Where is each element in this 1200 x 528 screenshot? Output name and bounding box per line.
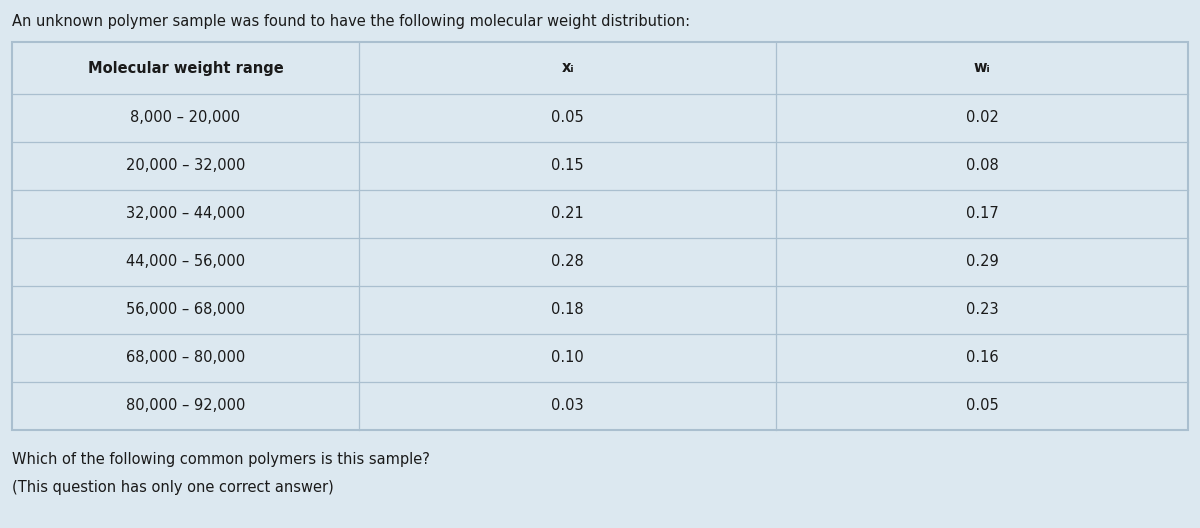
Text: Which of the following common polymers is this sample?: Which of the following common polymers i… — [12, 452, 430, 467]
Text: 0.21: 0.21 — [551, 206, 584, 222]
Text: (This question has only one correct answer): (This question has only one correct answ… — [12, 480, 334, 495]
Text: 0.29: 0.29 — [966, 254, 998, 269]
Text: 56,000 – 68,000: 56,000 – 68,000 — [126, 303, 245, 317]
Text: 0.23: 0.23 — [966, 303, 998, 317]
Bar — [12, 42, 1188, 430]
Text: 0.02: 0.02 — [966, 110, 998, 126]
Text: 68,000 – 80,000: 68,000 – 80,000 — [126, 351, 245, 365]
Text: 8,000 – 20,000: 8,000 – 20,000 — [131, 110, 240, 126]
Text: xᵢ: xᵢ — [562, 61, 574, 76]
Text: 44,000 – 56,000: 44,000 – 56,000 — [126, 254, 245, 269]
Text: wᵢ: wᵢ — [974, 61, 990, 76]
Text: Molecular weight range: Molecular weight range — [88, 61, 283, 76]
Text: 32,000 – 44,000: 32,000 – 44,000 — [126, 206, 245, 222]
Text: 0.18: 0.18 — [551, 303, 584, 317]
Text: 0.16: 0.16 — [966, 351, 998, 365]
Text: 0.28: 0.28 — [551, 254, 584, 269]
Text: 20,000 – 32,000: 20,000 – 32,000 — [126, 158, 245, 174]
Text: 0.03: 0.03 — [551, 399, 584, 413]
Text: 80,000 – 92,000: 80,000 – 92,000 — [126, 399, 245, 413]
Bar — [12, 42, 1188, 430]
Text: 0.15: 0.15 — [551, 158, 584, 174]
Text: 0.05: 0.05 — [966, 399, 998, 413]
Text: 0.10: 0.10 — [551, 351, 584, 365]
Text: 0.17: 0.17 — [966, 206, 998, 222]
Text: 0.08: 0.08 — [966, 158, 998, 174]
Text: An unknown polymer sample was found to have the following molecular weight distr: An unknown polymer sample was found to h… — [12, 14, 690, 29]
Text: 0.05: 0.05 — [551, 110, 584, 126]
